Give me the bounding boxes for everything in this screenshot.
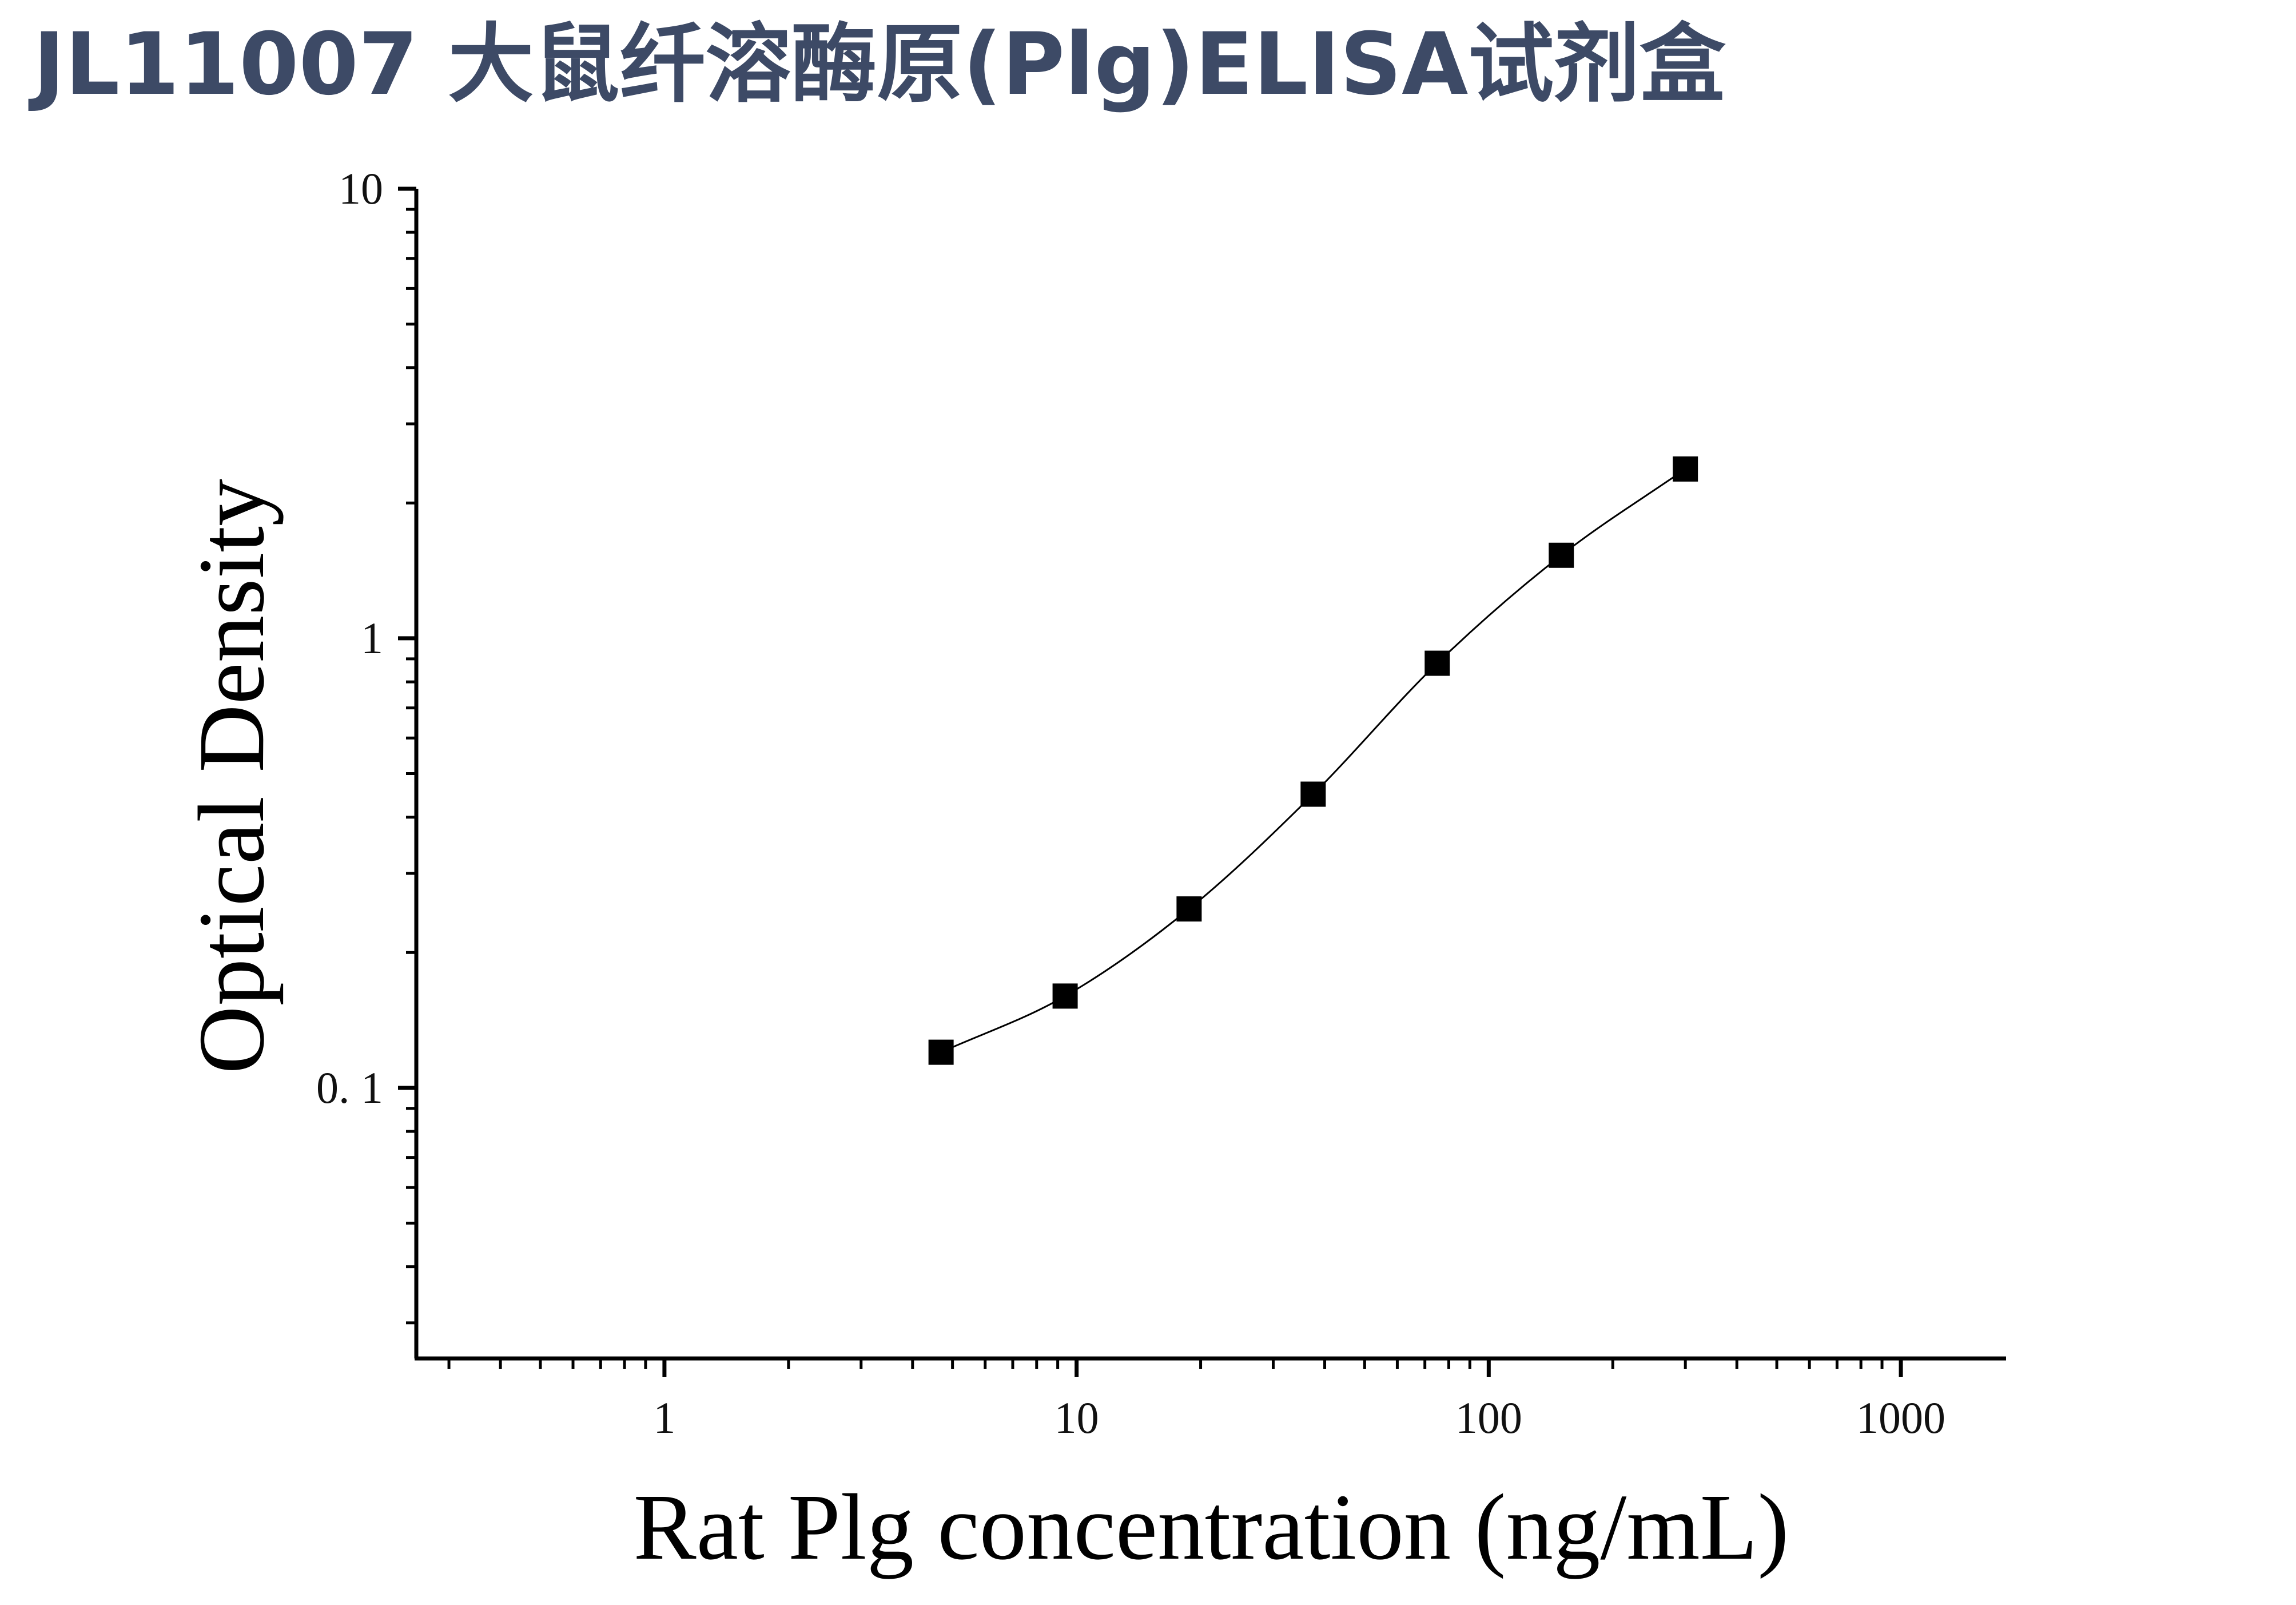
y-tick-label: 1	[361, 613, 383, 663]
data-point	[1673, 456, 1698, 482]
page-title: JL11007 大鼠纤溶酶原(Plg)ELISA试剂盒	[33, 15, 1726, 114]
data-point	[1300, 781, 1326, 807]
data-point	[1424, 650, 1450, 676]
x-axis-title: Rat Plg concentration (ng/mL)	[634, 1475, 1789, 1579]
data-point	[1176, 896, 1202, 922]
data-point	[928, 1039, 954, 1065]
data-points-layer	[928, 456, 1698, 1065]
x-tick-label: 100	[1455, 1393, 1522, 1443]
y-tick-label: 0. 1	[316, 1063, 383, 1113]
x-tick-label: 1000	[1856, 1393, 1945, 1443]
axes	[398, 186, 2006, 1377]
data-point	[1052, 983, 1078, 1009]
data-point	[1549, 542, 1574, 568]
y-axis-title: Optical Density	[179, 479, 284, 1074]
y-tick-label: 10	[339, 164, 383, 213]
x-tick-label: 1	[653, 1393, 675, 1443]
x-tick-label: 10	[1055, 1393, 1099, 1443]
tick-labels-layer: 1 10 100 1000 0. 1 1 10	[316, 164, 1945, 1443]
